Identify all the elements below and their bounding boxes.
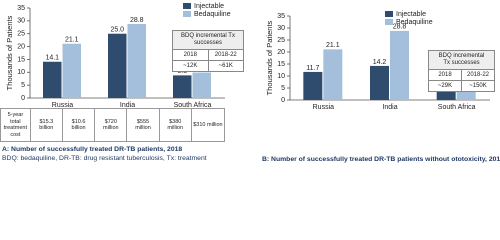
- inset-header-cell: 2018: [173, 50, 209, 60]
- y-tick-label: 5: [281, 85, 285, 92]
- bar: [192, 72, 211, 98]
- inset-header-cell: 2018: [429, 70, 462, 80]
- legend-label: Injectable: [194, 3, 224, 10]
- legend-swatch: [183, 3, 191, 9]
- value-label: 21.1: [326, 42, 340, 49]
- y-axis-label: Thousands of Patients: [265, 20, 274, 95]
- x-tick-label: South Africa: [438, 104, 476, 111]
- y-tick-label: 15: [17, 56, 25, 63]
- cost-cell: $10.6 billion: [63, 109, 96, 141]
- bar: [43, 61, 62, 98]
- caption: A: Number of successfully treated DR-TB …: [2, 146, 182, 153]
- caption: B: Number of successfully treated DR-TB …: [262, 156, 500, 163]
- y-tick-label: 0: [281, 97, 285, 104]
- inset-cell: ~150K: [469, 83, 487, 89]
- inset-table: BDQ incremental Tx successes 2018 2018-22 ~…: [172, 30, 244, 72]
- x-tick-label: South Africa: [174, 102, 212, 109]
- inset-row: ~29K ~150K: [429, 80, 494, 91]
- y-tick-label: 30: [17, 18, 25, 25]
- legend-swatch: [385, 11, 393, 17]
- inset-header: 2018 2018-22: [173, 50, 243, 60]
- value-label: 11.7: [306, 65, 319, 72]
- bar: [390, 30, 409, 101]
- inset-title: BDQ incremental Tx successes: [429, 51, 494, 70]
- inset-header-cell: 2018-22: [466, 72, 490, 78]
- cost-table-label: 5-year total treatment cost: [1, 109, 31, 141]
- y-tick-label: 15: [277, 61, 285, 68]
- value-label: 28.8: [130, 17, 144, 24]
- y-tick-label: 25: [17, 31, 25, 38]
- cost-cell: $310 million: [193, 121, 223, 128]
- y-tick-label: 30: [277, 25, 285, 32]
- y-tick-label: 20: [277, 49, 285, 56]
- y-axis-label: Thousands of Patients: [5, 15, 14, 90]
- bar: [173, 75, 192, 98]
- value-label: 21.1: [65, 37, 79, 44]
- y-tick-label: 35: [277, 13, 285, 20]
- inset-cell: ~12K: [173, 61, 209, 71]
- inset-header: 2018 2018-22: [429, 70, 494, 80]
- legend-swatch: [385, 19, 393, 25]
- legend-label: Bedaquiline: [194, 11, 231, 18]
- cost-table: 5-year total treatment cost $15.3 billion…: [0, 108, 225, 142]
- cost-cell: $720 million: [95, 109, 128, 141]
- footnote: BDQ: bedaquiline, DR-TB: drug resistant …: [2, 155, 207, 162]
- bar: [108, 33, 127, 98]
- figure: 0 5 10 15 20 25 30 35 Thousands of Patients Russi…: [0, 3, 500, 163]
- bar: [127, 23, 146, 99]
- y-tick-label: 20: [17, 43, 25, 50]
- inset-title: BDQ incremental Tx successes: [173, 31, 243, 50]
- value-label: 14.2: [373, 59, 387, 66]
- inset-table: BDQ incremental Tx successes 2018 2018-22 ~…: [428, 50, 495, 92]
- y-tick-label: 5: [21, 82, 25, 89]
- y-tick-label: 0: [21, 95, 25, 102]
- legend-label: Injectable: [396, 11, 426, 18]
- bar: [303, 71, 323, 100]
- x-tick-label: India: [382, 104, 397, 111]
- bar: [62, 43, 81, 98]
- y-tick-label: 25: [277, 37, 285, 44]
- x-tick-label: Russia: [52, 102, 74, 109]
- inset-cell: ~29K: [429, 81, 462, 91]
- value-label: 25.0: [110, 27, 124, 34]
- value-label: 14.1: [45, 55, 59, 62]
- cost-cell: $15.3 billion: [31, 109, 63, 141]
- y-tick-label: 10: [277, 73, 285, 80]
- bar: [323, 49, 343, 100]
- legend-label: Bedaquiline: [396, 19, 433, 26]
- bar: [370, 65, 389, 100]
- cost-cell: $380 million: [160, 109, 192, 141]
- y-tick-label: 35: [17, 5, 25, 12]
- cost-cell: $555 million: [127, 109, 160, 141]
- y-tick-label: 10: [17, 69, 25, 76]
- inset-cell: ~61K: [218, 63, 233, 69]
- inset-row: ~12K ~61K: [173, 60, 243, 71]
- x-tick-label: Russia: [313, 104, 335, 111]
- x-tick-label: India: [120, 102, 135, 109]
- value-label: 28.8: [393, 24, 407, 31]
- legend-swatch: [183, 11, 191, 17]
- inset-header-cell: 2018-22: [214, 52, 237, 58]
